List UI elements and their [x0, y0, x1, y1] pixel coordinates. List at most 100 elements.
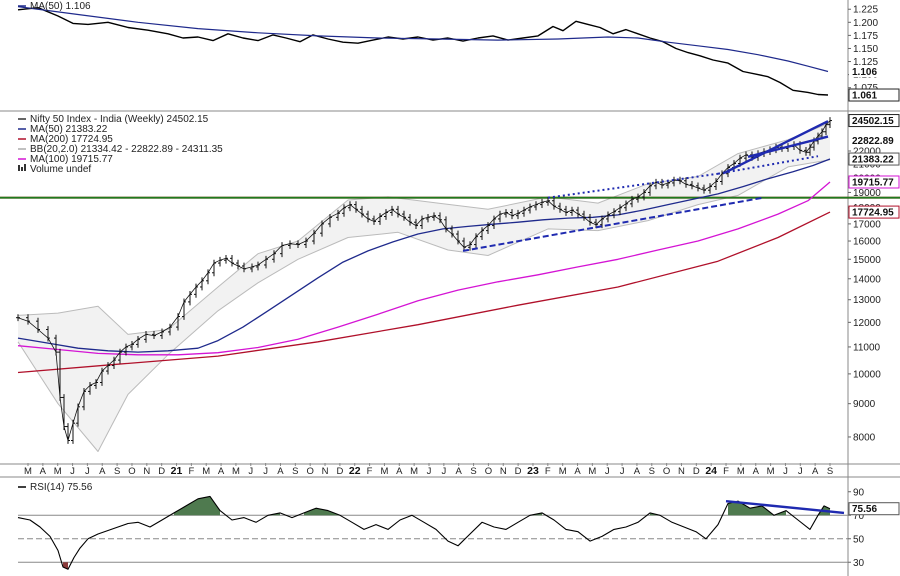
- value-tag-box: [848, 88, 900, 102]
- x-month-label: O: [663, 466, 670, 477]
- y-tick-label: 13000: [853, 295, 881, 306]
- close-line: [17, 120, 831, 441]
- value-tag-label: 22822.89: [852, 136, 894, 147]
- x-month-label: D: [693, 466, 700, 477]
- value-tag-label: 19715.77: [852, 177, 894, 188]
- x-month-label: D: [158, 466, 165, 477]
- value-tag-box: [848, 502, 900, 516]
- value-tag-box: [849, 134, 899, 147]
- x-month-label: D: [515, 466, 522, 477]
- x-month-label: A: [218, 466, 225, 477]
- value-tag-label: 75.56: [852, 504, 877, 515]
- value-tag-label: 1.106: [852, 67, 877, 78]
- x-month-label: A: [99, 466, 106, 477]
- legend-entry: Volume undef: [30, 164, 91, 175]
- trendline-dotted-upper: [547, 172, 719, 199]
- trendline-rsi-divergence: [725, 499, 845, 515]
- x-month-label: J: [70, 466, 75, 477]
- y-tick-label: 12000: [853, 318, 881, 329]
- x-month-label: S: [114, 466, 120, 477]
- x-month-label: J: [798, 466, 803, 477]
- x-month-label: J: [248, 466, 253, 477]
- x-month-label: N: [500, 466, 507, 477]
- x-month-label: M: [767, 466, 775, 477]
- y-tick-label: 50: [853, 534, 865, 545]
- trendline-upper-channel: [723, 120, 829, 175]
- x-month-label: N: [322, 466, 329, 477]
- x-month-label: N: [143, 466, 150, 477]
- x-month-label: A: [574, 466, 581, 477]
- x-month-label: A: [753, 466, 760, 477]
- x-month-label: O: [128, 466, 135, 477]
- x-month-label: M: [588, 466, 596, 477]
- legend-swatch: [24, 164, 26, 171]
- legend-swatch: [18, 165, 20, 171]
- x-month-label: M: [54, 466, 62, 477]
- x-month-label: M: [737, 466, 745, 477]
- x-month-label: D: [336, 466, 343, 477]
- rsi-line: [17, 495, 831, 570]
- x-month-label: M: [232, 466, 240, 477]
- y-tick-label: 19000: [853, 188, 881, 199]
- trendline-lower-channel: [747, 135, 829, 159]
- value-tag-box: [848, 205, 900, 219]
- x-month-label: J: [605, 466, 610, 477]
- x-month-label: F: [367, 466, 373, 477]
- legend-entry: MA(50) 21383.22: [30, 124, 108, 135]
- y-tick-label: 14000: [853, 274, 881, 285]
- legend-entry: MA(50) 1.106: [30, 1, 91, 12]
- x-month-label: M: [410, 466, 418, 477]
- legend-entry: RSI(14) 75.56: [30, 482, 93, 493]
- x-month-label: S: [292, 466, 298, 477]
- y-tick-label: 90: [853, 487, 865, 498]
- x-month-label: A: [40, 466, 47, 477]
- x-year-label: 21: [171, 465, 183, 477]
- x-month-label: M: [559, 466, 567, 477]
- y-tick-label: 17000: [853, 219, 881, 230]
- ma100-line: [17, 181, 831, 356]
- x-axis: M A M J J A S O N D 21 F M A M J J A S O N D 22 F M A M J J A S O N D 23 F M…: [24, 463, 833, 477]
- x-month-label: M: [24, 466, 32, 477]
- x-month-label: J: [620, 466, 625, 477]
- bollinger-band-area: [18, 122, 830, 452]
- x-month-label: F: [545, 466, 551, 477]
- ma200-line: [17, 211, 831, 374]
- x-month-label: J: [783, 466, 788, 477]
- y-tick-label: 15000: [853, 255, 881, 266]
- rsi-overbought-fill: [174, 496, 220, 516]
- value-tag-box: [848, 175, 900, 189]
- y-tick-label: 1.150: [853, 44, 878, 55]
- x-month-label: F: [188, 466, 194, 477]
- rsi-overbought-fill: [728, 501, 786, 516]
- legend-entry: BB(20,2.0) 21334.42 - 22822.89 - 24311.3…: [30, 144, 223, 155]
- legend-swatch: [21, 167, 23, 171]
- y-tick-label: 8000: [853, 432, 876, 443]
- rsi-overbought-fill: [304, 508, 340, 516]
- legend-entry: MA(100) 19715.77: [30, 154, 113, 165]
- bollinger-lower-line: [17, 159, 831, 452]
- x-month-label: A: [396, 466, 403, 477]
- trendline-dotted-lower: [717, 155, 819, 175]
- rsi-panel: 30 50 70 90 75.56 RSI(14) 75.56: [17, 482, 900, 570]
- value-tag-label: 21383.22: [852, 155, 894, 166]
- x-month-label: N: [678, 466, 685, 477]
- y-tick-label: 1.200: [853, 18, 878, 29]
- x-month-label: F: [723, 466, 729, 477]
- x-month-label: S: [827, 466, 833, 477]
- y-tick-label: 11000: [853, 342, 881, 353]
- value-tag-box: [848, 152, 900, 166]
- y-tick-label: 16000: [853, 237, 881, 248]
- trendline-dashed-support: [462, 196, 764, 252]
- y-tick-label: 1.125: [853, 57, 878, 68]
- y-tick-label: 9000: [853, 399, 876, 410]
- y-tick-label: 1.175: [853, 31, 878, 42]
- y-tick-label: 30: [853, 558, 865, 569]
- series-line-ma-50-: [17, 6, 829, 73]
- chart-title: Nifty 50 Index - India (Weekly) 24502.15: [30, 114, 209, 125]
- x-month-label: A: [456, 466, 463, 477]
- y-tick-label: 1.225: [853, 5, 878, 16]
- value-tag-box: [848, 114, 900, 128]
- value-tag-label: 1.061: [852, 91, 877, 102]
- x-month-label: J: [427, 466, 432, 477]
